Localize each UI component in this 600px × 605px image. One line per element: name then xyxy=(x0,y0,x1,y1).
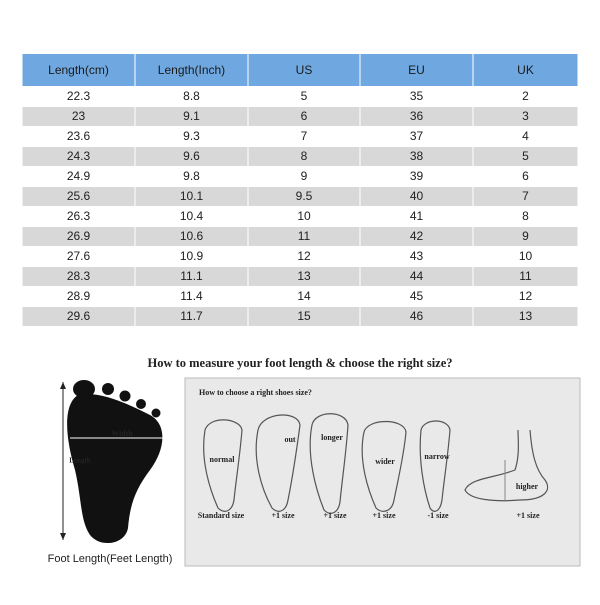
cell-text: 11.7 xyxy=(180,309,203,323)
cell-text: 24.9 xyxy=(67,169,91,183)
fit-label: narrow xyxy=(424,452,449,461)
fit-label: longer xyxy=(321,433,343,442)
cell-text: 25.6 xyxy=(67,189,91,203)
cell-text: 14 xyxy=(297,289,311,303)
size-label: +1 size xyxy=(517,511,540,520)
panel-title: How to choose a right shoes size? xyxy=(199,388,312,397)
guide-title: How to measure your foot length & choose… xyxy=(147,356,452,370)
cell-text: 10.1 xyxy=(180,189,204,203)
cell-text: 12 xyxy=(297,249,311,263)
cell-text: 6 xyxy=(522,169,529,183)
size-label: +1 size xyxy=(324,511,347,520)
cell-text: 9.6 xyxy=(183,149,200,163)
fit-label: normal xyxy=(210,455,236,464)
cell-text: 8 xyxy=(522,209,529,223)
cell-text: 12 xyxy=(519,289,533,303)
cell-text: 41 xyxy=(410,209,424,223)
cell-text: 8 xyxy=(301,149,308,163)
cell-text: 28.3 xyxy=(67,269,91,283)
cell-text: 43 xyxy=(410,249,424,263)
cell-text: 5 xyxy=(522,149,529,163)
cell-text: 9.1 xyxy=(183,109,200,123)
cell-text: 44 xyxy=(410,269,424,283)
cell-text: 5 xyxy=(301,89,308,103)
fit-label: wider xyxy=(375,457,395,466)
cell-text: 7 xyxy=(301,129,308,143)
cell-text: 9 xyxy=(522,229,529,243)
cell-text: 15 xyxy=(297,309,311,323)
cell-text: 3 xyxy=(522,109,529,123)
cell-text: 7 xyxy=(522,189,529,203)
header-text: Length(cm) xyxy=(48,63,109,77)
cell-text: 11.4 xyxy=(180,289,203,303)
cell-text: 26.9 xyxy=(67,229,91,243)
cell-text: 10.6 xyxy=(180,229,204,243)
cell-text: 29.6 xyxy=(67,309,91,323)
size-table: Length(cm)Length(Inch)USEUUK22.38.853522… xyxy=(23,54,578,326)
size-label: -1 size xyxy=(427,511,449,520)
header-text: UK xyxy=(517,63,534,77)
cell-text: 35 xyxy=(410,89,424,103)
cell-text: 42 xyxy=(410,229,424,243)
foot-caption: Foot Length(Feet Length) xyxy=(48,553,173,565)
header-text: Length(Inch) xyxy=(158,63,225,77)
fit-label: out xyxy=(284,435,295,444)
cell-text: 37 xyxy=(410,129,424,143)
cell-text: 22.3 xyxy=(67,89,91,103)
cell-text: 10 xyxy=(519,249,533,263)
cell-text: 9 xyxy=(301,169,308,183)
cell-text: 23 xyxy=(72,109,86,123)
cell-text: 11.1 xyxy=(180,269,203,283)
cell-text: 8.8 xyxy=(183,89,200,103)
header-text: US xyxy=(296,63,313,77)
cell-text: 27.6 xyxy=(67,249,91,263)
cell-text: 2 xyxy=(522,89,529,103)
cell-text: 28.9 xyxy=(67,289,91,303)
cell-text: 23.6 xyxy=(67,129,91,143)
cell-text: 13 xyxy=(519,309,533,323)
guide-panel xyxy=(185,378,580,566)
cell-text: 38 xyxy=(410,149,424,163)
size-label: Standard size xyxy=(198,511,245,520)
cell-text: 13 xyxy=(297,269,311,283)
length-label: Length xyxy=(69,457,91,465)
cell-text: 45 xyxy=(410,289,424,303)
cell-text: 10.4 xyxy=(180,209,204,223)
cell-text: 40 xyxy=(410,189,424,203)
cell-text: 10 xyxy=(297,209,311,223)
cell-text: 9.3 xyxy=(183,129,200,143)
cell-text: 11 xyxy=(519,269,532,283)
size-label: +1 size xyxy=(272,511,295,520)
cell-text: 9.5 xyxy=(296,189,313,203)
cell-text: 9.8 xyxy=(183,169,200,183)
size-label: +1 size xyxy=(373,511,396,520)
cell-text: 36 xyxy=(410,109,424,123)
cell-text: 4 xyxy=(522,129,529,143)
cell-text: 46 xyxy=(410,309,424,323)
width-label: Width xyxy=(111,429,133,438)
cell-text: 39 xyxy=(410,169,424,183)
header-text: EU xyxy=(408,63,425,77)
cell-text: 24.3 xyxy=(67,149,91,163)
fit-label: higher xyxy=(516,482,539,491)
cell-text: 6 xyxy=(301,109,308,123)
cell-text: 26.3 xyxy=(67,209,91,223)
cell-text: 11 xyxy=(298,229,311,243)
cell-text: 10.9 xyxy=(180,249,204,263)
